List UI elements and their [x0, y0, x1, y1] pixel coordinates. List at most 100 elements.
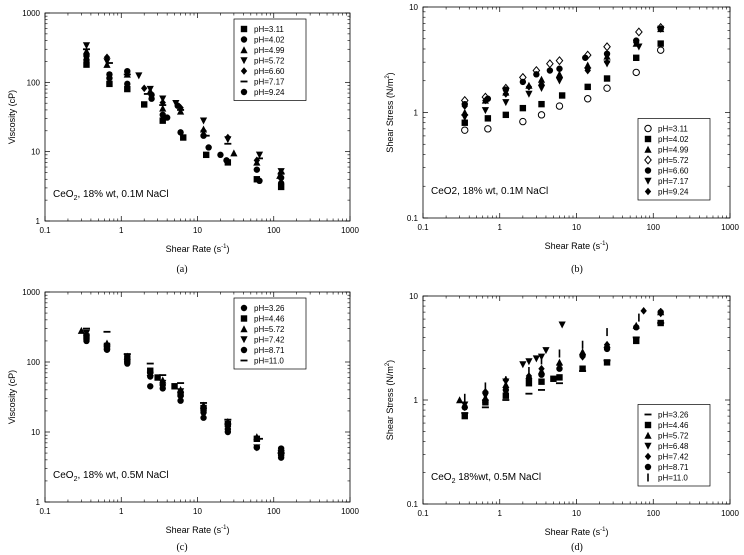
y-axis-label: Viscosity (cP) — [7, 90, 17, 144]
data-point — [603, 42, 611, 52]
data-point — [502, 90, 510, 98]
legend-label: pH=7.42 — [658, 453, 689, 462]
legend-label: pH=7.17 — [658, 177, 689, 186]
data-point — [546, 67, 554, 74]
series-pH=9.24 — [461, 25, 664, 110]
data-point — [177, 382, 185, 384]
data-point — [461, 114, 469, 122]
data-point — [502, 392, 510, 399]
data-point — [83, 61, 90, 68]
data-point — [519, 78, 527, 86]
data-point — [633, 337, 640, 345]
data-point — [224, 142, 232, 145]
data-point — [657, 319, 664, 327]
data-point — [159, 379, 167, 387]
legend-label: pH=11.0 — [658, 474, 688, 483]
legend-label: pH=9.24 — [658, 188, 689, 197]
y-axis-label: Shear Stress (N/m2) — [385, 72, 395, 152]
data-point — [223, 157, 230, 164]
panel-annotation: CeO2, 18% wt, 0.1M NaCl — [53, 189, 169, 202]
series-pH=8.71 — [461, 308, 664, 411]
data-point — [603, 84, 611, 92]
data-point — [106, 71, 113, 78]
x-tick-label: 100 — [267, 226, 281, 235]
data-point — [200, 409, 207, 416]
data-point — [224, 417, 232, 425]
data-point — [159, 374, 167, 376]
data-point — [277, 183, 285, 191]
series-pH=9.24 — [83, 52, 285, 181]
data-point — [124, 358, 131, 366]
data-point — [537, 75, 546, 83]
legend-label: pH=4.46 — [658, 421, 689, 430]
data-point — [481, 107, 489, 115]
legend-label: pH=6.60 — [254, 67, 285, 76]
data-point — [461, 412, 468, 420]
data-point — [481, 406, 489, 409]
data-point — [277, 452, 285, 454]
data-point — [538, 371, 545, 378]
series-pH=4.02 — [83, 56, 285, 187]
data-point — [256, 177, 263, 185]
data-point — [581, 340, 584, 349]
data-point — [461, 119, 468, 126]
data-point — [603, 359, 611, 366]
data-point — [481, 392, 489, 400]
data-point — [546, 59, 554, 69]
data-point — [146, 362, 154, 365]
series-pH=6.48 — [461, 321, 566, 409]
data-point — [603, 345, 611, 353]
data-point — [146, 371, 154, 379]
legend-label: pH=6.48 — [658, 442, 689, 451]
data-point — [538, 364, 545, 373]
data-point — [106, 80, 113, 88]
y-tick-label: 10 — [409, 292, 418, 301]
data-point — [558, 92, 566, 99]
x-tick-label: 1 — [498, 509, 503, 518]
data-point — [253, 166, 261, 173]
data-point — [555, 56, 564, 66]
data-point — [659, 308, 662, 317]
x-axis-label: Shear Rate (s-1) — [545, 527, 609, 537]
data-point — [502, 111, 510, 119]
data-point — [584, 95, 592, 103]
y-tick-label: 1000 — [22, 9, 40, 18]
data-point — [217, 151, 224, 159]
data-point — [146, 85, 154, 93]
data-point — [555, 70, 564, 78]
legend-label: pH=5.72 — [254, 325, 285, 334]
legend-marker — [240, 36, 248, 43]
data-point — [502, 86, 510, 93]
legend-marker — [644, 442, 652, 450]
data-point — [174, 102, 181, 109]
data-point — [124, 80, 131, 88]
x-tick-label: 0.1 — [39, 226, 51, 235]
data-point — [525, 375, 533, 382]
series-pH=11.0 — [82, 327, 285, 454]
data-point — [556, 74, 563, 83]
data-point — [502, 399, 510, 401]
panel-caption: (c) — [176, 542, 187, 553]
y-tick-label: 0.1 — [407, 214, 419, 223]
data-point — [484, 125, 492, 133]
data-point — [461, 404, 468, 411]
data-point — [540, 356, 543, 365]
data-point — [584, 66, 591, 75]
data-point — [657, 40, 664, 47]
data-point — [538, 80, 545, 89]
data-point — [456, 396, 464, 404]
data-point — [224, 425, 232, 433]
series-pH=11.0 — [463, 308, 662, 402]
legend-label: pH=4.02 — [658, 135, 689, 144]
data-point — [606, 328, 608, 337]
legend-label: pH=8.71 — [254, 346, 285, 355]
data-point — [558, 321, 566, 329]
data-point — [230, 149, 238, 157]
legend-marker — [240, 25, 248, 33]
data-point — [603, 75, 611, 82]
panel-caption: (b) — [571, 264, 583, 275]
chart-panel-2: 0.1 1 10 100 1000 0.1 1 10 Shear Rate (s-1) Shear… — [385, 3, 739, 275]
y-tick-label: 1 — [414, 109, 419, 118]
legend-label: pH=3.11 — [254, 25, 284, 34]
data-point — [176, 388, 185, 396]
